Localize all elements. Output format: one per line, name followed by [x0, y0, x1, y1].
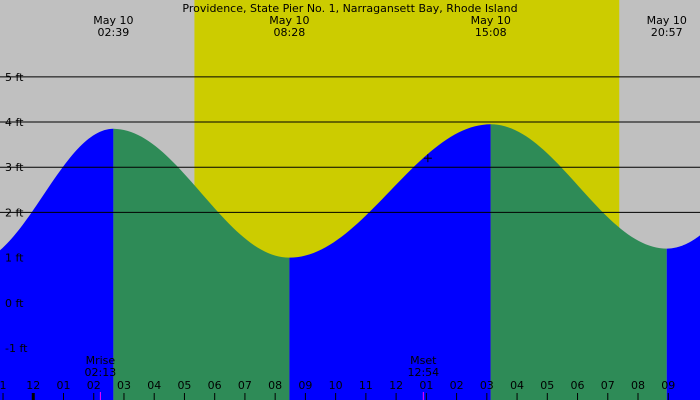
- falling-tide-area: [490, 124, 667, 400]
- y-axis-labels: -1 ft 0 ft 1 ft 2 ft 3 ft 4 ft 5 ft: [5, 71, 28, 355]
- x-tick-label: 04: [510, 379, 524, 392]
- x-tick-label: 05: [540, 379, 554, 392]
- y-tick-label: -1 ft: [5, 342, 28, 355]
- midnight-marker: [31, 393, 35, 400]
- moon-event-label: Mset: [410, 354, 437, 367]
- x-tick-label: 06: [571, 379, 585, 392]
- x-axis-ticks: 1 12 01 02 03 04 05 06 07 08 09 10 11 12 01 02 03 04 05 06 0…: [0, 379, 675, 400]
- gridlines: [0, 76, 700, 213]
- x-tick-label: 08: [631, 379, 645, 392]
- y-tick-label: 1 ft: [5, 252, 24, 265]
- extreme-time-label: 02:39: [98, 26, 130, 39]
- y-tick-label: 2 ft: [5, 206, 24, 219]
- x-tick-label: 02: [87, 379, 101, 392]
- x-tick-label: 01: [56, 379, 70, 392]
- extreme-date-label: May 10: [93, 14, 133, 27]
- y-tick-label: 5 ft: [5, 71, 24, 84]
- falling-tide-area: [113, 128, 290, 400]
- extreme-date-label: May 10: [471, 14, 511, 27]
- x-tick-label: 08: [268, 379, 282, 392]
- extreme-time-label: 20:57: [651, 26, 683, 39]
- x-tick-label: 10: [329, 379, 343, 392]
- x-tick-label: 11: [359, 379, 373, 392]
- x-tick-label: 12: [389, 379, 403, 392]
- x-tick-label: 03: [480, 379, 494, 392]
- extreme-time-label: 15:08: [475, 26, 507, 39]
- y-tick-label: 3 ft: [5, 161, 24, 174]
- x-tick-label: 05: [177, 379, 191, 392]
- y-tick-label: 0 ft: [5, 297, 24, 310]
- x-tick-label: 07: [238, 379, 252, 392]
- x-tick-label: 01: [419, 379, 433, 392]
- moon-event-time: 02:13: [85, 366, 117, 379]
- chart-title: Providence, State Pier No. 1, Narraganse…: [182, 2, 517, 15]
- x-tick-label: 1: [0, 379, 7, 392]
- rising-tide-area: [0, 128, 114, 400]
- tide-areas: [0, 124, 700, 400]
- x-tick-label: 04: [147, 379, 161, 392]
- x-tick-label: 09: [661, 379, 675, 392]
- x-tick-label: 09: [298, 379, 312, 392]
- y-tick-label: 4 ft: [5, 116, 24, 129]
- rising-tide-area: [666, 235, 700, 400]
- rising-tide-area: [289, 124, 491, 400]
- crosshair-marker: [423, 154, 432, 163]
- moon-event-time: 12:54: [407, 366, 439, 379]
- extreme-date-label: May 10: [269, 14, 309, 27]
- extreme-date-label: May 10: [647, 14, 687, 27]
- moon-event-label: Mrise: [86, 354, 116, 367]
- x-tick-label: 06: [208, 379, 222, 392]
- x-tick-label: 03: [117, 379, 131, 392]
- x-tick-label: 12: [26, 379, 40, 392]
- x-tick-label: 02: [450, 379, 464, 392]
- x-tick-label: 07: [601, 379, 615, 392]
- extreme-time-label: 08:28: [274, 26, 306, 39]
